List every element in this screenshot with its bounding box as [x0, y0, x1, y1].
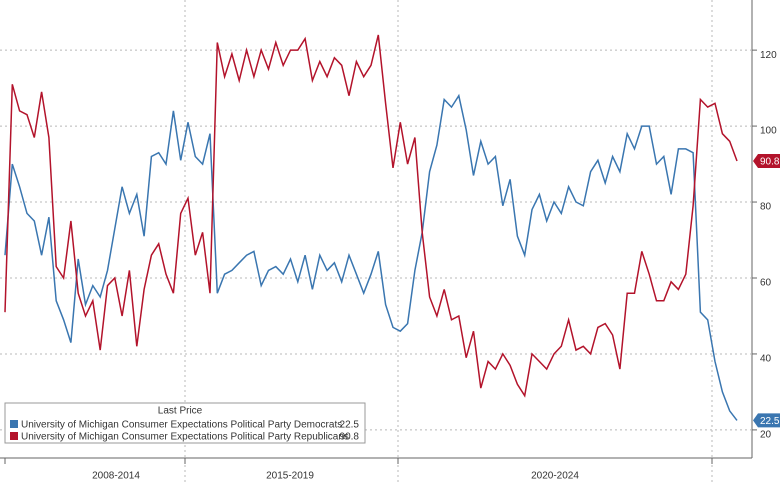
last-value-label: 22.5	[760, 416, 780, 427]
period-label: 2015-2019	[266, 471, 314, 482]
legend-swatch	[10, 432, 18, 440]
legend-title: Last Price	[158, 406, 203, 417]
last-value-tag	[753, 154, 780, 169]
period-label: 2020-2024	[531, 471, 579, 482]
y-tick-label: 40	[760, 354, 772, 365]
last-value-label: 90.8	[760, 157, 780, 168]
legend-value: 90.8	[340, 432, 360, 443]
y-tick-label: 120	[760, 50, 777, 61]
series-line	[4, 93, 738, 421]
y-tick-label: 20	[760, 430, 772, 441]
y-tick-label: 60	[760, 278, 772, 289]
legend-value: 22.5	[340, 420, 360, 431]
legend-box	[4, 402, 366, 444]
period-label: 2008-2014	[92, 471, 140, 482]
legend-label: University of Michigan Consumer Expectat…	[21, 420, 342, 431]
legend-label: University of Michigan Consumer Expectat…	[21, 432, 349, 443]
y-tick-label: 100	[760, 126, 777, 137]
y-tick-label: 80	[760, 202, 772, 213]
series-line	[4, 34, 738, 398]
last-value-tag	[753, 413, 780, 428]
legend-swatch	[10, 420, 18, 428]
